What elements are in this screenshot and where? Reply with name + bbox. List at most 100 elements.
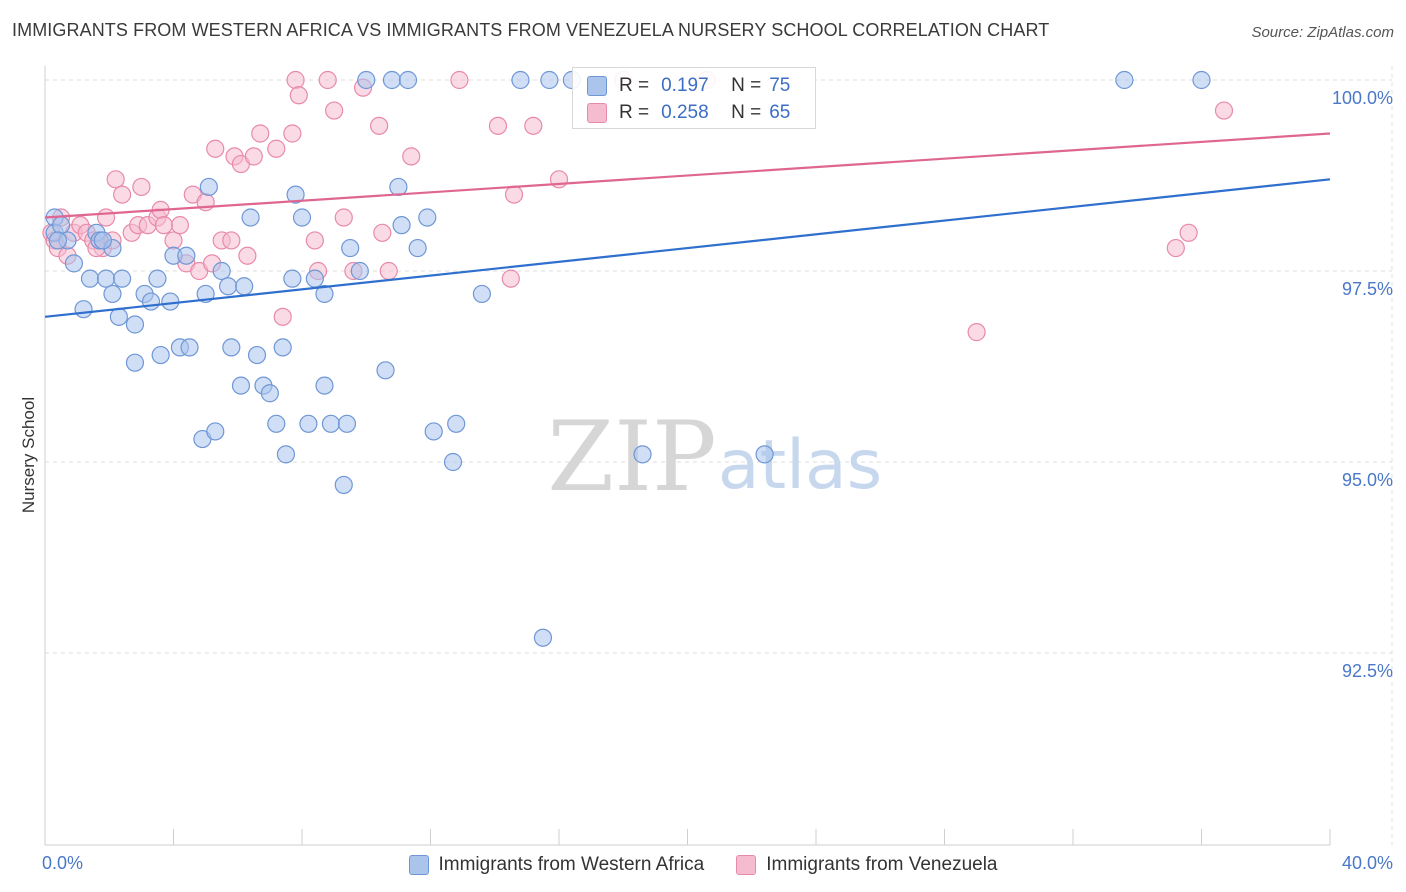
data-point bbox=[286, 70, 305, 90]
data-point bbox=[148, 269, 167, 288]
data-point bbox=[222, 231, 241, 250]
data-point bbox=[325, 101, 344, 120]
data-point bbox=[501, 269, 520, 288]
data-point bbox=[424, 422, 443, 441]
data-point bbox=[376, 361, 395, 380]
data-point bbox=[96, 269, 116, 288]
data-point bbox=[524, 116, 543, 135]
data-point bbox=[164, 231, 183, 250]
data-point bbox=[74, 300, 93, 319]
data-point bbox=[337, 414, 357, 433]
stats-legend-row-western-africa: R = 0.197 N = 75 bbox=[587, 75, 790, 97]
data-point bbox=[633, 445, 652, 464]
data-point bbox=[1179, 223, 1198, 242]
data-point bbox=[315, 376, 334, 395]
data-point bbox=[206, 422, 225, 441]
y-tick-label: 92.5% bbox=[1342, 661, 1393, 681]
data-point bbox=[504, 185, 524, 204]
data-point bbox=[357, 70, 376, 90]
data-point bbox=[472, 284, 491, 304]
data-point bbox=[247, 345, 267, 365]
data-point bbox=[93, 231, 112, 250]
axes bbox=[44, 66, 1331, 846]
legend-item-venezuela[interactable]: Immigrants from Venezuela bbox=[736, 854, 997, 876]
y-tick-label: 97.5% bbox=[1342, 279, 1393, 299]
data-point bbox=[206, 139, 225, 158]
data-point bbox=[103, 284, 122, 304]
trend-line-pink bbox=[44, 132, 1331, 219]
data-point bbox=[540, 70, 559, 90]
data-point bbox=[967, 323, 986, 342]
data-point bbox=[511, 70, 530, 90]
watermark: ZIP atlas bbox=[547, 401, 882, 513]
data-point bbox=[267, 414, 286, 433]
data-point bbox=[112, 269, 132, 288]
data-point bbox=[334, 475, 353, 495]
tick-labels: 100.0% 97.5% 95.0% 92.5% 0.0% 40.0% bbox=[42, 88, 1393, 873]
data-point bbox=[48, 231, 67, 250]
data-point bbox=[402, 147, 421, 166]
legend-item-western-africa[interactable]: Immigrants from Western Africa bbox=[408, 854, 704, 876]
data-point bbox=[80, 269, 100, 288]
data-point bbox=[231, 376, 251, 395]
data-point bbox=[1115, 70, 1134, 90]
data-point bbox=[1214, 101, 1234, 120]
data-point bbox=[350, 261, 369, 281]
data-point bbox=[235, 277, 254, 296]
bottom-legend: Immigrants from Western Africa Immigrant… bbox=[0, 852, 1406, 878]
data-point bbox=[450, 70, 469, 90]
data-point bbox=[273, 338, 292, 357]
data-point bbox=[132, 177, 151, 197]
data-point bbox=[106, 170, 125, 189]
data-point bbox=[112, 185, 132, 204]
legend-swatch-blue bbox=[408, 855, 429, 875]
r-label: R = bbox=[619, 75, 650, 96]
stats-legend: R = 0.197 N = 75 R = 0.258 N = 65 bbox=[572, 67, 816, 129]
data-point bbox=[222, 338, 241, 357]
data-point bbox=[299, 414, 318, 433]
data-point bbox=[286, 185, 305, 204]
data-point bbox=[315, 284, 334, 304]
data-point bbox=[382, 70, 402, 90]
data-point bbox=[180, 338, 199, 357]
data-point bbox=[177, 246, 196, 265]
data-point bbox=[267, 139, 286, 158]
data-point bbox=[283, 269, 302, 288]
data-point bbox=[244, 147, 263, 166]
y-tick-label: 100.0% bbox=[1332, 88, 1393, 108]
data-point bbox=[283, 124, 302, 143]
trend-line-blue bbox=[44, 178, 1331, 318]
data-point bbox=[305, 231, 324, 250]
n-label: N = bbox=[731, 75, 762, 96]
data-point bbox=[289, 86, 308, 105]
data-point bbox=[170, 216, 190, 235]
data-point bbox=[755, 445, 774, 464]
data-point bbox=[219, 277, 238, 296]
data-point bbox=[251, 124, 270, 143]
data-point bbox=[408, 238, 427, 258]
series-venezuela-points bbox=[42, 70, 1234, 342]
data-point bbox=[51, 216, 71, 235]
trend-lines bbox=[44, 132, 1331, 318]
data-point bbox=[488, 116, 508, 135]
data-point bbox=[141, 292, 161, 311]
watermark-zip: ZIP bbox=[547, 401, 716, 513]
x-tick-label: 0.0% bbox=[42, 853, 83, 873]
legend-label-venezuela: Immigrants from Venezuela bbox=[766, 854, 998, 875]
n-label: N = bbox=[731, 102, 762, 123]
data-point bbox=[443, 452, 463, 472]
data-point bbox=[321, 414, 341, 433]
series-western-africa-points bbox=[45, 70, 1211, 647]
r-value: 0.197 bbox=[661, 75, 709, 96]
data-point bbox=[379, 261, 398, 281]
n-value: 65 bbox=[769, 102, 791, 123]
data-point bbox=[151, 345, 170, 365]
data-point bbox=[373, 223, 392, 242]
data-point bbox=[1192, 70, 1211, 90]
data-point bbox=[238, 246, 257, 265]
data-point bbox=[370, 116, 389, 135]
source-label: Source: ZipAtlas.com bbox=[1251, 24, 1394, 41]
data-point bbox=[418, 208, 437, 227]
r-value: 0.258 bbox=[661, 102, 709, 123]
